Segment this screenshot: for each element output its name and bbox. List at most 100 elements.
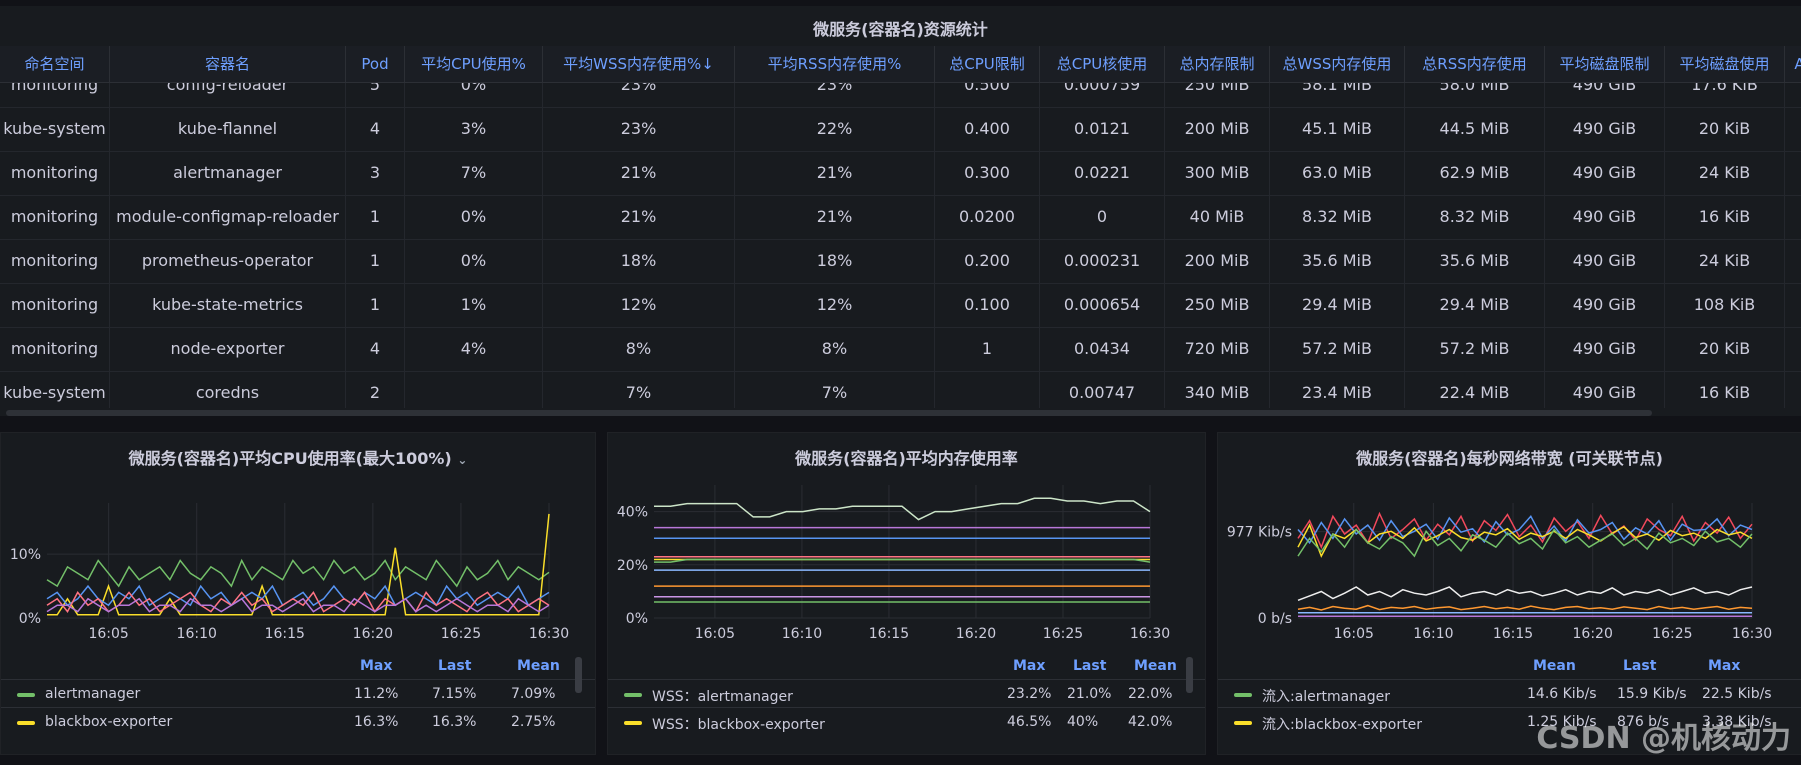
table-cell: 490 GiB	[1545, 239, 1665, 283]
legend-column-header[interactable]: Mean	[1533, 658, 1576, 674]
table-cell: 0.000231	[1040, 239, 1165, 283]
table-cell: 8%	[735, 327, 935, 371]
table-cell: kube-state-metrics	[110, 283, 346, 327]
legend-item[interactable]: alertmanager 11.2% 7.15% 7.09%	[1, 679, 595, 708]
column-header[interactable]: 总RSS内存使用	[1405, 46, 1545, 82]
legend-value: 16.3%	[432, 714, 477, 730]
cpu-panel-title[interactable]: 微服务(容器名)平均CPU使用率(最大100%) ⌄	[1, 445, 595, 469]
mem-panel-title[interactable]: 微服务(容器名)平均内存使用率	[795, 449, 1018, 468]
table-cell: monitoring	[0, 151, 110, 195]
legend-scrollbar[interactable]	[575, 657, 582, 693]
column-header[interactable]: Pod	[346, 46, 405, 82]
legend-column-header[interactable]: Last	[1623, 658, 1657, 674]
legend-value: 15.9 Kib/s	[1617, 686, 1687, 702]
table-cell: 58.1 MiB	[1270, 83, 1405, 107]
column-header[interactable]: 总内存限制	[1165, 46, 1270, 82]
table-cell: monitoring	[0, 327, 110, 371]
table-cell: 0.0200	[935, 195, 1040, 239]
column-header[interactable]: 容器名	[110, 46, 346, 82]
table-cell: 0.200	[935, 239, 1040, 283]
table-cell: 23%	[735, 83, 935, 107]
table-cell: monitoring	[0, 239, 110, 283]
legend-item[interactable]: WSS：blackbox-exporter 46.5% 40% 42.0%	[608, 707, 1205, 736]
legend-column-header[interactable]: Mean	[1134, 658, 1177, 674]
legend-color-swatch	[17, 693, 35, 697]
table-row[interactable]: monitoring kube-state-metrics 1 1% 12% 12% 0.1…	[0, 283, 1801, 328]
table-cell: 22%	[735, 107, 935, 151]
legend-column-header[interactable]: Max	[1013, 658, 1046, 674]
table-row[interactable]: monitoring prometheus-operator 1 0% 18% 18% 0.…	[0, 239, 1801, 284]
table-cell: 490 GiB	[1545, 107, 1665, 151]
legend-color-swatch	[1234, 693, 1252, 697]
legend-column-header[interactable]: Max	[360, 658, 393, 674]
table-cell: 8.32 MiB	[1270, 195, 1405, 239]
table-row[interactable]: monitoring module-configmap-reloader 1 0% 21…	[0, 195, 1801, 240]
chevron-down-icon[interactable]: ⌄	[457, 453, 468, 467]
table-cell: 0.0434	[1040, 327, 1165, 371]
column-header[interactable]: 命名空间	[0, 46, 110, 82]
table-cell: 1	[935, 327, 1040, 371]
column-header[interactable]: 平均CPU使用%	[405, 46, 543, 82]
x-tick-label: 16:25	[441, 626, 481, 642]
table-cell: 20 KiB	[1665, 327, 1785, 371]
x-tick-label: 16:20	[353, 626, 393, 642]
resource-table-panel: 微服务(容器名)资源统计 命名空间 容器名 Pod 平均CPU使用% 平均WSS内存使用…	[0, 6, 1801, 416]
legend-column-header[interactable]: Last	[438, 658, 472, 674]
table-cell: 22.4 MiB	[1405, 371, 1545, 408]
x-tick-label: 16:15	[869, 626, 909, 642]
legend-value: 21.0%	[1067, 686, 1112, 702]
table-row[interactable]: monitoring config-reloader 5 0% 23% 23% 0.500 0…	[0, 83, 1801, 108]
memory-usage-panel: 微服务(容器名)平均内存使用率 16:05 16:10 16:15 16:20 16:2…	[607, 432, 1206, 755]
table-cell: 57.2 MiB	[1270, 327, 1405, 371]
legend-value: 876 b/s	[1617, 714, 1670, 730]
table-cell: 0%	[405, 239, 543, 283]
table-cell: 300 MiB	[1165, 151, 1270, 195]
legend-value: 22.5 Kib/s	[1702, 686, 1772, 702]
column-header[interactable]: 平均RSS内存使用%	[735, 46, 935, 82]
net-panel-title[interactable]: 微服务(容器名)每秒网络带宽 (可关联节点)	[1356, 449, 1663, 468]
series-line	[1297, 511, 1753, 550]
table-cell: 250 MiB	[1165, 83, 1270, 107]
legend-item[interactable]: 流入:alertmanager 14.6 Kib/s 15.9 Kib/s 22.5 …	[1218, 679, 1801, 708]
table-cell: 0.100	[935, 283, 1040, 327]
series-line	[46, 584, 550, 607]
legend-value: 23.2%	[1007, 686, 1052, 702]
legend-column-header[interactable]: Mean	[517, 658, 560, 674]
table-row[interactable]: monitoring alertmanager 3 7% 21% 21% 0.300 0.02…	[0, 151, 1801, 196]
table-cell: alertmanager	[110, 151, 346, 195]
table-cell: 250 MiB	[1165, 283, 1270, 327]
column-header[interactable]: 平均WSS内存使用%↓	[543, 46, 735, 82]
table-cell: 35.6 MiB	[1405, 239, 1545, 283]
x-tick-label: 16:20	[956, 626, 996, 642]
legend-item[interactable]: WSS：alertmanager 23.2% 21.0% 22.0%	[608, 679, 1205, 708]
table-cell: 490 GiB	[1545, 283, 1665, 327]
column-header[interactable]: 总WSS内存使用	[1270, 46, 1405, 82]
table-row[interactable]: kube-system kube-flannel 4 3% 23% 22% 0.400 0.0…	[0, 107, 1801, 152]
table-cell: 490 GiB	[1545, 151, 1665, 195]
table-cell: 16 KiB	[1665, 195, 1785, 239]
column-header[interactable]: 平均磁盘限制	[1545, 46, 1665, 82]
column-header[interactable]: 总CPU核使用	[1040, 46, 1165, 82]
legend-value: 46.5%	[1007, 714, 1052, 730]
table-row[interactable]: monitoring node-exporter 4 4% 8% 8% 1 0.0434 720…	[0, 327, 1801, 372]
legend-series-name: WSS：alertmanager	[652, 689, 793, 705]
legend-column-header[interactable]: Max	[1708, 658, 1741, 674]
table-row[interactable]: kube-system coredns 2 7% 7% 0.00747 340 MiB 23.…	[0, 371, 1801, 408]
table-cell: 23%	[543, 107, 735, 151]
table-cell	[405, 371, 543, 408]
column-header[interactable]: 总CPU限制	[935, 46, 1040, 82]
column-header[interactable]: 平均磁盘使用	[1665, 46, 1785, 82]
legend-column-header[interactable]: Last	[1073, 658, 1107, 674]
table-cell: 8.32 MiB	[1405, 195, 1545, 239]
x-tick-label: 16:30	[529, 626, 569, 642]
table-cell: 8%	[543, 327, 735, 371]
legend-scrollbar[interactable]	[1186, 657, 1193, 693]
legend-item[interactable]: blackbox-exporter 16.3% 16.3% 2.75%	[1, 707, 595, 736]
table-cell: 45.1 MiB	[1270, 107, 1405, 151]
table-cell: config-reloader	[110, 83, 346, 107]
x-tick-label: 16:10	[177, 626, 217, 642]
series-line	[1297, 514, 1753, 545]
horizontal-scrollbar[interactable]	[6, 410, 1652, 416]
column-header[interactable]: A	[1785, 46, 1801, 82]
legend-item[interactable]: 流入:blackbox-exporter 1.25 Kib/s 876 b/s 3.3…	[1218, 707, 1801, 736]
